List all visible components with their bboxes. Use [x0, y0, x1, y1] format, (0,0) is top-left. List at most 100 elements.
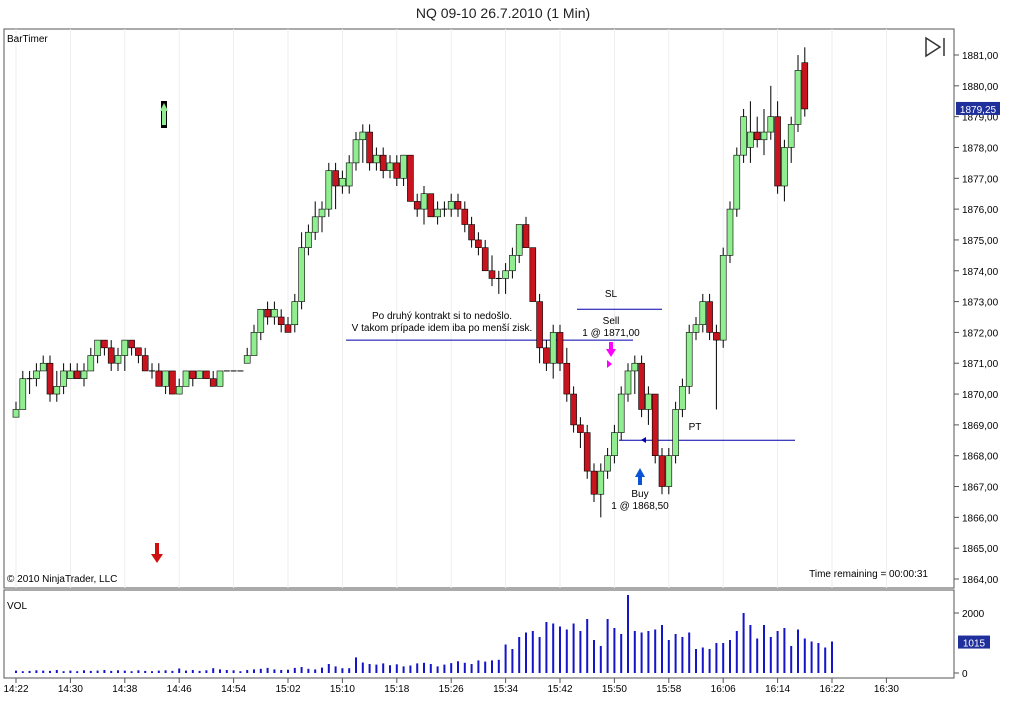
candle [12, 401, 20, 418]
time-axis: 14:22 14:30 14:38 14:46 14:54 15:02 15:10 15:18… [3, 678, 899, 695]
play-end-icon[interactable] [925, 36, 945, 58]
candle [672, 401, 679, 464]
price-panel[interactable] [3, 28, 955, 589]
candle [107, 340, 115, 371]
candle [189, 370, 197, 387]
time-tick-label: 14:30 [58, 684, 83, 695]
candle [155, 363, 163, 387]
price-tick-label: 1868,00 [962, 452, 999, 463]
last-price-badge: 1879,25 [956, 101, 1000, 116]
candle [543, 340, 550, 371]
candle [94, 339, 101, 364]
candle [87, 347, 95, 372]
candle [624, 363, 632, 402]
time-tick-label: 14:38 [112, 684, 137, 695]
sell-detail: 1 @ 1871,00 [582, 328, 640, 339]
buy-label: Buy [631, 489, 648, 500]
price-tick-label: 1879,00 [962, 113, 999, 124]
candle [196, 370, 203, 379]
candle [305, 224, 312, 256]
candle [454, 193, 462, 217]
svg-text:1879,25: 1879,25 [960, 105, 997, 116]
candle [481, 239, 489, 272]
time-tick-label: 15:58 [656, 684, 681, 695]
candle [114, 347, 122, 371]
candle [339, 170, 346, 194]
buy-arrow-icon [638, 476, 642, 485]
candle [135, 347, 142, 364]
price-tick-label: 1872,00 [962, 328, 999, 339]
price-tick-label: 1873,00 [962, 298, 999, 309]
candle [570, 386, 577, 433]
candle [53, 370, 61, 402]
candle [264, 301, 271, 325]
candle [787, 116, 795, 163]
candle [706, 293, 713, 341]
price-tick-label: 1877,00 [962, 174, 999, 185]
price-tick-label: 1876,00 [962, 205, 999, 216]
time-tick-label: 14:46 [167, 684, 192, 695]
candle [665, 448, 673, 495]
candle [488, 255, 496, 287]
candle [182, 370, 190, 387]
candle [549, 324, 557, 379]
candle [604, 448, 611, 479]
candle [39, 355, 47, 372]
candle [515, 224, 523, 264]
time-tick-label: 15:42 [547, 684, 572, 695]
candle [332, 162, 339, 210]
candle [441, 201, 448, 217]
candle [352, 132, 360, 171]
candle [128, 339, 135, 356]
candle [298, 232, 305, 310]
candle [651, 393, 659, 464]
price-tick-label: 1869,00 [962, 421, 999, 432]
note-line-1: Po druhý kontrakt si to nedošlo. [372, 311, 512, 322]
candle [60, 363, 67, 395]
candle [502, 263, 509, 294]
last-volume-badge: 1015 [958, 635, 990, 650]
candle [216, 370, 224, 387]
candle [461, 201, 469, 233]
candle [713, 324, 720, 410]
indicator-label: BarTimer [7, 34, 48, 45]
candle [658, 448, 666, 495]
time-tick-label: 14:54 [221, 684, 246, 695]
candle [774, 101, 781, 194]
candle [243, 347, 251, 364]
time-tick-label: 16:06 [711, 684, 736, 695]
candle [719, 247, 727, 348]
candle [46, 355, 54, 402]
candle [767, 85, 775, 140]
buy-detail: 1 @ 1868,50 [611, 501, 669, 512]
candle [536, 293, 543, 364]
candle [373, 147, 380, 171]
candle [400, 154, 407, 186]
price-tick-label: 1864,00 [962, 575, 999, 586]
price-tick-label: 1870,00 [962, 390, 999, 401]
candle [563, 347, 571, 402]
volume-axis: 0 2000 [954, 609, 985, 680]
time-remaining-text: Time remaining = 00:00:31 [809, 569, 928, 580]
candle [583, 424, 591, 479]
candle [291, 293, 299, 333]
grid-lines [15, 29, 887, 588]
candle [747, 101, 754, 163]
svg-text:1015: 1015 [963, 639, 986, 650]
candle [631, 355, 639, 395]
price-tick-label: 1865,00 [962, 544, 999, 555]
candle [475, 232, 482, 256]
candle [250, 324, 258, 356]
candle [73, 363, 81, 379]
candle [726, 201, 734, 264]
candle [733, 147, 741, 217]
candle [209, 370, 217, 387]
candle [577, 417, 584, 448]
candle [203, 370, 210, 379]
candle [740, 108, 747, 163]
volume-panel[interactable] [3, 589, 955, 679]
candle [169, 370, 176, 395]
candle [345, 155, 353, 194]
candle [617, 386, 625, 441]
